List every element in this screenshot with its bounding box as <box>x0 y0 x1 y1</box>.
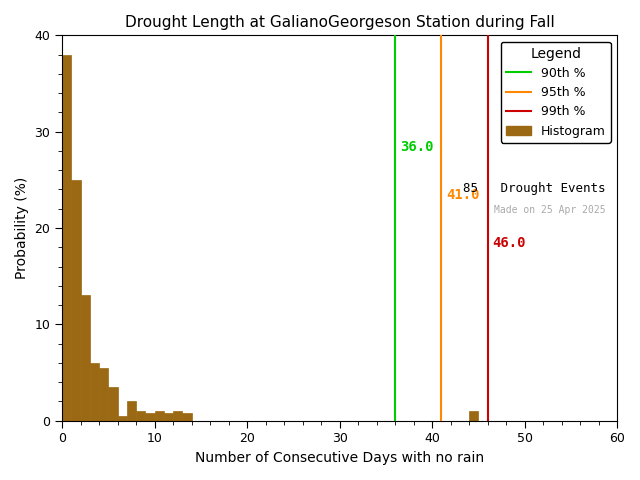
Bar <box>155 411 164 420</box>
Bar <box>72 180 81 420</box>
Bar <box>118 416 127 420</box>
Bar <box>99 368 108 420</box>
Text: 41.0: 41.0 <box>446 188 479 202</box>
Text: 36.0: 36.0 <box>400 140 433 154</box>
Legend: 90th %, 95th %, 99th %, Histogram: 90th %, 95th %, 99th %, Histogram <box>501 42 611 143</box>
Bar <box>90 363 99 420</box>
Text: 85   Drought Events: 85 Drought Events <box>463 182 606 195</box>
Bar <box>182 413 192 420</box>
X-axis label: Number of Consecutive Days with no rain: Number of Consecutive Days with no rain <box>195 451 484 465</box>
Title: Drought Length at GalianoGeorgeson Station during Fall: Drought Length at GalianoGeorgeson Stati… <box>125 15 554 30</box>
Bar <box>469 411 478 420</box>
Bar <box>62 55 72 420</box>
Bar <box>108 387 118 420</box>
Bar <box>173 411 182 420</box>
Bar <box>81 295 90 420</box>
Y-axis label: Probability (%): Probability (%) <box>15 177 29 279</box>
Bar <box>164 413 173 420</box>
Bar <box>136 411 145 420</box>
Bar <box>145 413 155 420</box>
Bar <box>127 401 136 420</box>
Text: 46.0: 46.0 <box>492 236 525 250</box>
Text: Made on 25 Apr 2025: Made on 25 Apr 2025 <box>494 205 606 215</box>
